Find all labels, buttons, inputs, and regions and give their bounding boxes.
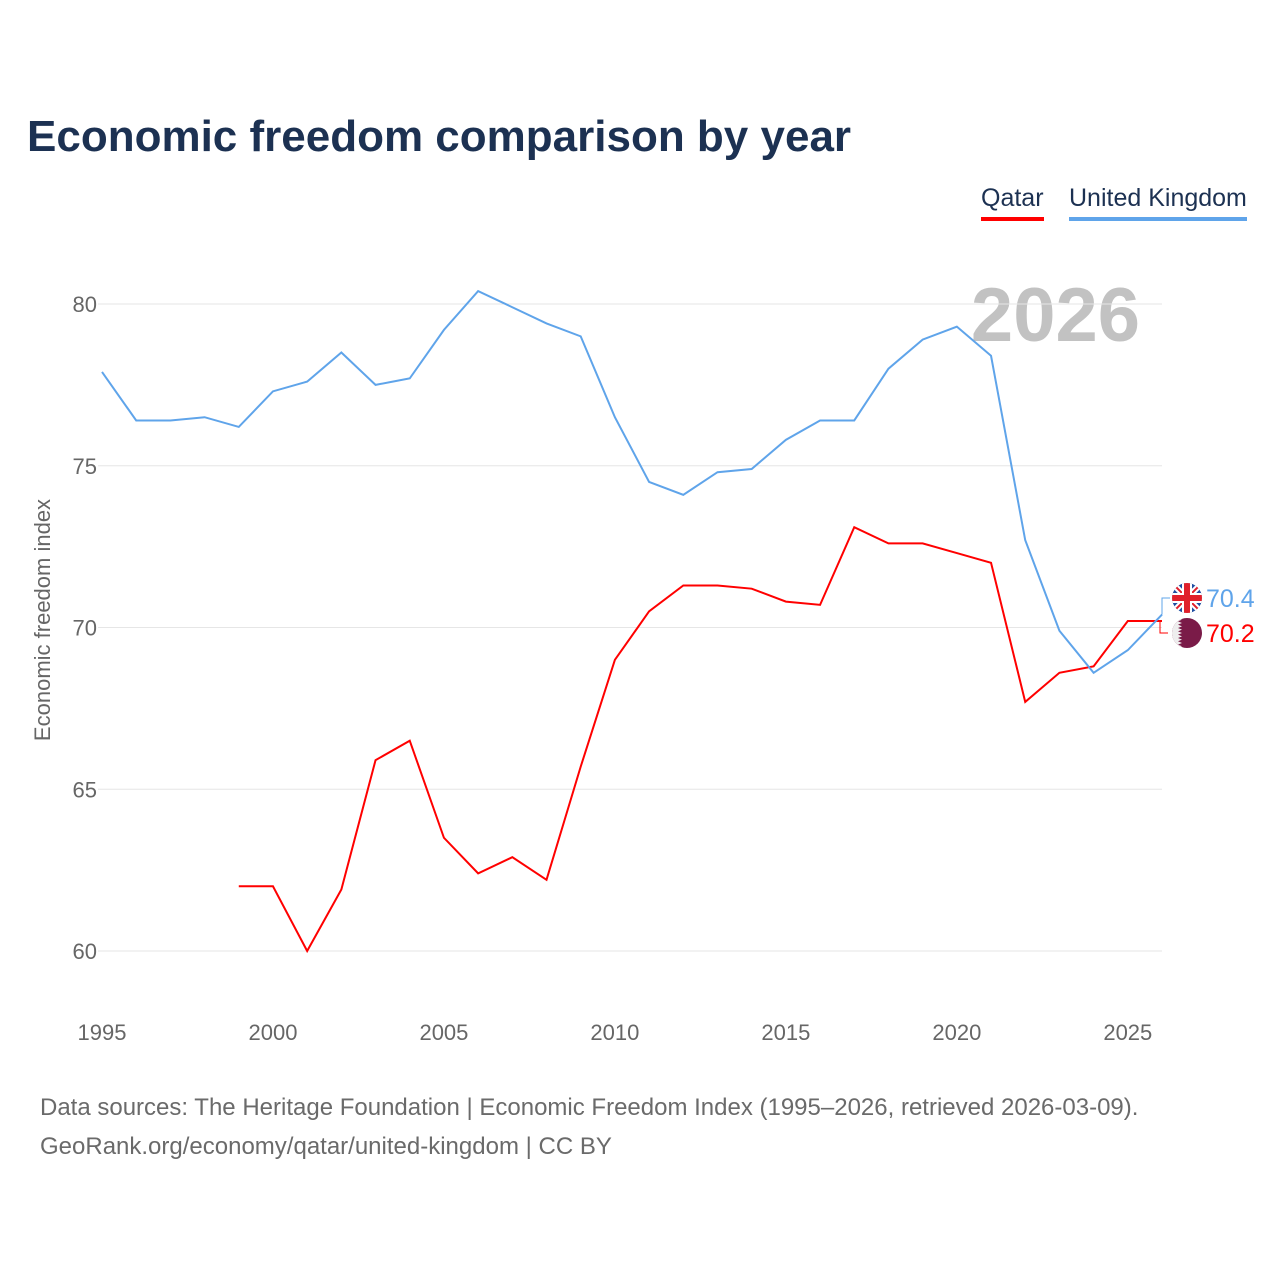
data-point-united-kingdom xyxy=(681,493,685,497)
x-tick-label: 2015 xyxy=(761,1020,810,1045)
data-point-united-kingdom xyxy=(989,354,993,358)
data-point-qatar xyxy=(1023,700,1027,704)
y-tick-label: 75 xyxy=(73,454,97,479)
uk-flag-icon xyxy=(1172,583,1202,613)
data-point-united-kingdom xyxy=(1092,671,1096,675)
data-point-united-kingdom xyxy=(237,425,241,429)
data-point-united-kingdom xyxy=(921,338,925,342)
data-point-qatar xyxy=(921,541,925,545)
uk-connector xyxy=(1161,597,1170,615)
data-point-qatar xyxy=(408,739,412,743)
x-tick-label: 2020 xyxy=(932,1020,981,1045)
data-point-united-kingdom xyxy=(339,351,343,355)
chart-title: Economic freedom comparison by year xyxy=(27,112,852,161)
data-point-united-kingdom xyxy=(442,328,446,332)
data-point-qatar xyxy=(989,561,993,565)
legend-qatar[interactable]: Qatar xyxy=(981,184,1044,221)
data-point-united-kingdom xyxy=(271,389,275,393)
data-point-united-kingdom xyxy=(168,418,172,422)
data-point-united-kingdom xyxy=(1023,538,1027,542)
series-line-united-kingdom xyxy=(101,289,1163,675)
y-tick-label: 65 xyxy=(73,777,97,802)
data-point-united-kingdom xyxy=(750,467,754,471)
legend-united-kingdom[interactable]: United Kingdom xyxy=(1069,184,1247,221)
x-tick-label: 2010 xyxy=(590,1020,639,1045)
data-point-united-kingdom xyxy=(408,376,412,380)
data-point-united-kingdom xyxy=(579,334,583,338)
source-line-1: Data sources: The Heritage Foundation | … xyxy=(40,1094,1139,1121)
data-point-qatar xyxy=(545,878,549,882)
data-point-qatar xyxy=(579,765,583,769)
y-tick-label: 60 xyxy=(73,939,97,964)
data-point-qatar xyxy=(1092,664,1096,668)
data-point-united-kingdom xyxy=(203,415,207,419)
data-point-qatar xyxy=(237,884,241,888)
data-point-qatar xyxy=(1160,619,1164,623)
data-point-united-kingdom xyxy=(955,325,959,329)
uk-end-value: 70.4 xyxy=(1206,585,1255,613)
y-axis-label: Economic freedom index xyxy=(30,499,55,741)
data-point-united-kingdom xyxy=(1057,629,1061,633)
data-point-qatar xyxy=(715,583,719,587)
source-note: Data sources: The Heritage Foundation | … xyxy=(40,1088,1138,1166)
data-point-united-kingdom xyxy=(613,415,617,419)
data-point-united-kingdom xyxy=(476,289,480,293)
data-point-qatar xyxy=(1057,671,1061,675)
data-point-united-kingdom xyxy=(647,480,651,484)
data-point-qatar xyxy=(750,587,754,591)
data-point-united-kingdom xyxy=(886,367,890,371)
data-point-qatar xyxy=(784,600,788,604)
data-point-united-kingdom xyxy=(100,370,104,374)
data-point-qatar xyxy=(271,884,275,888)
data-point-qatar xyxy=(374,758,378,762)
data-point-united-kingdom xyxy=(510,305,514,309)
data-point-united-kingdom xyxy=(545,321,549,325)
data-point-united-kingdom xyxy=(305,380,309,384)
data-point-qatar xyxy=(852,525,856,529)
data-point-qatar xyxy=(613,658,617,662)
source-line-2[interactable]: GeoRank.org/economy/qatar/united-kingdom… xyxy=(40,1133,612,1160)
data-point-qatar xyxy=(339,888,343,892)
qatar-connector xyxy=(1159,621,1168,634)
data-point-united-kingdom xyxy=(784,438,788,442)
qatar-flag-icon xyxy=(1172,618,1202,648)
data-point-qatar xyxy=(681,583,685,587)
data-point-qatar xyxy=(510,855,514,859)
data-point-qatar xyxy=(442,836,446,840)
x-tick-label: 2025 xyxy=(1103,1020,1152,1045)
qatar-end-value: 70.2 xyxy=(1206,620,1255,648)
data-point-united-kingdom xyxy=(818,418,822,422)
x-tick-label: 2005 xyxy=(419,1020,468,1045)
data-point-qatar xyxy=(955,551,959,555)
y-tick-label: 80 xyxy=(73,292,97,317)
data-point-qatar xyxy=(818,603,822,607)
data-point-united-kingdom xyxy=(1126,648,1130,652)
data-point-united-kingdom xyxy=(852,418,856,422)
data-point-qatar xyxy=(886,541,890,545)
series-line-qatar xyxy=(238,525,1162,954)
year-watermark: 2026 xyxy=(971,273,1140,358)
data-point-qatar xyxy=(476,871,480,875)
data-point-united-kingdom xyxy=(715,470,719,474)
data-point-qatar xyxy=(305,949,309,953)
data-point-qatar xyxy=(647,609,651,613)
data-point-united-kingdom xyxy=(134,418,138,422)
x-tick-label: 1995 xyxy=(78,1020,127,1045)
data-point-united-kingdom xyxy=(374,383,378,387)
x-tick-label: 2000 xyxy=(248,1020,297,1045)
y-tick-label: 70 xyxy=(73,616,97,641)
data-point-qatar xyxy=(1126,619,1130,623)
